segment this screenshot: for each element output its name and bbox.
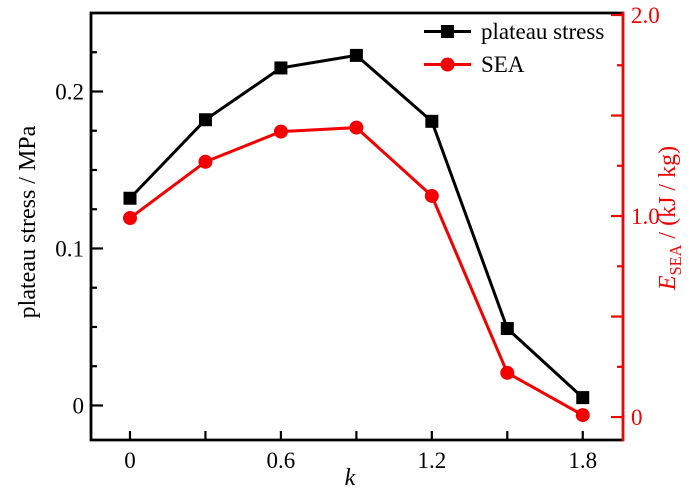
plateau-stress-marker-5 [500, 322, 514, 336]
left-tick-label: 0.2 [55, 79, 84, 104]
plateau-stress-marker-6 [576, 391, 590, 405]
sea-marker-3 [349, 120, 364, 135]
right-tick-label: 0 [631, 405, 643, 430]
right-axis-title: ESEA / (kJ / kg) [654, 98, 685, 338]
sea-marker-1 [198, 154, 213, 169]
legend: plateau stress SEA [423, 18, 604, 78]
legend-item-sea: SEA [423, 51, 604, 78]
legend-marker-circle-icon [424, 57, 471, 72]
sea-marker-4 [424, 188, 439, 203]
right-axis-title-variable: E [655, 275, 681, 291]
x-tick-label: 1.8 [568, 448, 597, 473]
right-axis-title-units: / (kJ / kg) [655, 145, 681, 245]
left-tick-label: 0 [73, 393, 85, 418]
plateau-stress-series-line [128, 53, 584, 399]
sea-marker-2 [273, 124, 288, 139]
sea-series-line [129, 126, 584, 417]
left-tick-label: 0.1 [55, 236, 84, 261]
x-tick-label: 0 [124, 448, 136, 473]
right-tick-label: 1.0 [631, 204, 660, 229]
x-tick-label: 0.6 [267, 448, 296, 473]
legend-label: plateau stress [481, 19, 605, 44]
legend-item-plateau-stress: plateau stress [423, 18, 604, 45]
x-axis-title: k [344, 465, 356, 491]
plateau-stress-marker-0 [123, 191, 137, 205]
sea-marker-6 [575, 408, 590, 423]
sea-marker-5 [500, 365, 515, 380]
legend-label: SEA [481, 52, 525, 77]
left-axis-title: plateau stress / MPa [15, 125, 41, 319]
x-tick-label: 1.2 [417, 448, 446, 473]
plateau-stress-marker-4 [425, 114, 439, 128]
plateau-stress-marker-1 [198, 113, 212, 127]
right-tick-label: 2.0 [631, 3, 660, 28]
right-axis-title-subscript: SEA [665, 244, 685, 276]
legend-marker-square-icon [424, 25, 471, 38]
plateau-stress-marker-2 [274, 61, 288, 75]
plateau-stress-marker-3 [349, 48, 363, 62]
sea-marker-0 [122, 211, 137, 226]
